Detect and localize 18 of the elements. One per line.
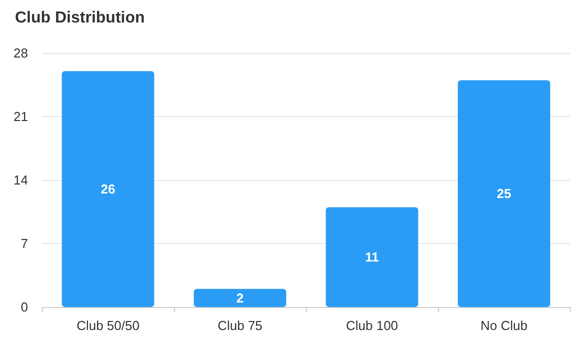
data-label: 2	[236, 290, 244, 306]
bar	[62, 71, 154, 307]
data-label: 11	[365, 250, 379, 265]
y-tick-label: 21	[14, 109, 28, 124]
data-label: 25	[496, 186, 512, 202]
y-tick-label: 7	[20, 236, 28, 251]
bar	[326, 207, 418, 307]
chart-title: Club Distribution	[15, 10, 145, 26]
y-tick-label: 14	[14, 172, 28, 188]
x-tick-label: Club 50/50	[76, 318, 140, 333]
data-label: 26	[100, 182, 116, 197]
y-tick-label: 28	[14, 46, 28, 60]
y-tick-label: 0	[20, 300, 28, 314]
bar	[458, 80, 550, 307]
x-tick-label: Club 75	[218, 318, 262, 333]
x-tick-label: No Club	[480, 318, 528, 333]
bar	[194, 288, 286, 307]
x-tick-label: Club 100	[346, 318, 398, 333]
